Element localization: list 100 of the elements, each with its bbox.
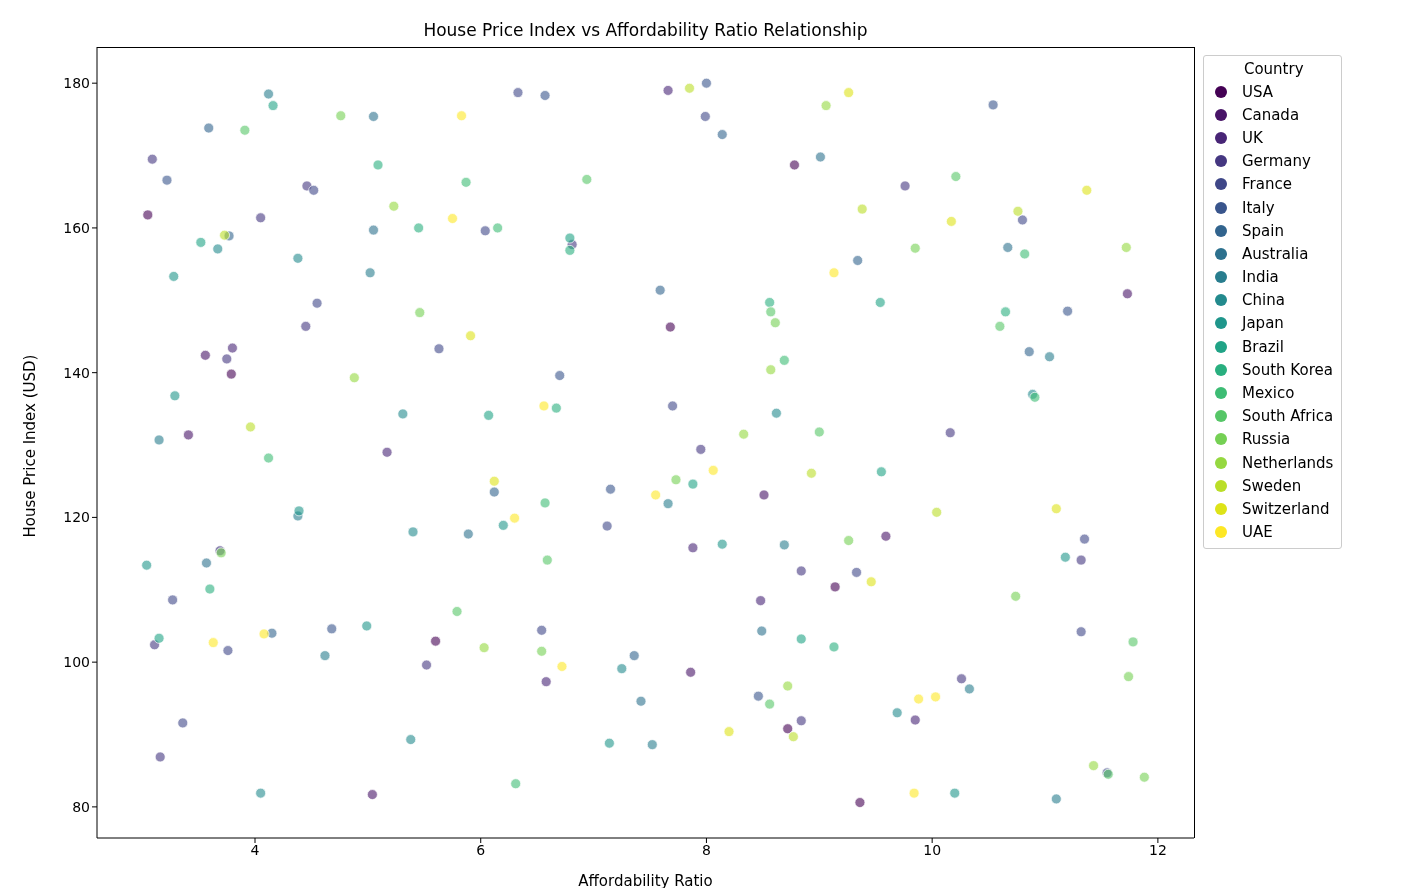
y-tick-label: 100 [63, 654, 90, 671]
legend-label: UK [1242, 128, 1263, 147]
point [1059, 551, 1071, 563]
point [451, 606, 463, 617]
point [635, 695, 647, 707]
point [266, 627, 278, 639]
legend-label: Russia [1242, 430, 1291, 449]
point [820, 100, 832, 111]
point [497, 520, 509, 531]
chart-title: House Price Index vs Affordability Ratio Relationship [422, 20, 869, 40]
point [687, 542, 699, 554]
point [177, 717, 189, 729]
point [367, 789, 378, 800]
point [874, 297, 886, 308]
point [795, 715, 807, 727]
point [843, 535, 854, 546]
point [664, 321, 676, 333]
point [913, 693, 924, 705]
point [397, 408, 409, 420]
point [1044, 351, 1055, 363]
point [183, 429, 194, 441]
point [1010, 590, 1022, 602]
point [1123, 671, 1134, 682]
legend-label: China [1242, 291, 1285, 310]
point [778, 355, 790, 366]
point [880, 530, 892, 542]
point [550, 402, 562, 414]
point [944, 427, 956, 439]
point [311, 297, 323, 309]
point [782, 680, 794, 692]
point [994, 321, 1006, 332]
point [764, 297, 775, 308]
point [755, 595, 766, 606]
point [255, 787, 266, 799]
point [1088, 760, 1099, 771]
point [203, 122, 215, 134]
y-tick-label: 180 [63, 75, 90, 92]
point [488, 486, 500, 498]
point [865, 576, 877, 588]
point [479, 225, 491, 237]
point [778, 539, 790, 551]
x-tick-label: 6 [476, 841, 486, 858]
point [460, 176, 472, 188]
point [368, 224, 379, 236]
point [540, 676, 552, 688]
point [326, 623, 338, 635]
point [200, 349, 211, 361]
point [1120, 242, 1132, 253]
point [512, 87, 524, 98]
point [695, 444, 707, 455]
point [554, 370, 566, 381]
point [430, 635, 441, 647]
point [756, 625, 768, 637]
point [364, 267, 376, 279]
point [456, 110, 467, 122]
point [465, 330, 476, 342]
point [1017, 214, 1028, 226]
point [221, 353, 233, 365]
point [909, 242, 921, 254]
point [433, 343, 445, 355]
point [699, 111, 711, 122]
point [876, 466, 887, 478]
point [1075, 554, 1087, 566]
legend-label: Germany [1242, 152, 1311, 171]
legend-label: UAE [1242, 523, 1273, 542]
point [564, 245, 576, 256]
legend-label: South Korea [1242, 360, 1333, 379]
point [414, 307, 426, 318]
point [1019, 248, 1031, 260]
point [1050, 793, 1062, 805]
point [509, 512, 520, 524]
point [815, 151, 826, 163]
point [267, 100, 279, 111]
point [716, 129, 728, 140]
point [372, 159, 384, 171]
point [670, 474, 682, 486]
point [292, 252, 304, 264]
point [541, 554, 553, 566]
point [1122, 288, 1133, 300]
legend-label: Japan [1242, 314, 1284, 333]
point [239, 124, 251, 136]
point [605, 483, 616, 495]
y-tick-label: 160 [63, 219, 90, 236]
legend-label: Switzerland [1242, 499, 1330, 518]
point [308, 184, 320, 196]
point [1012, 205, 1024, 217]
y-tick-label: 140 [63, 364, 90, 381]
point [405, 734, 417, 745]
point [601, 520, 613, 532]
point [769, 317, 781, 329]
point [361, 620, 373, 632]
point [852, 255, 864, 266]
point [539, 497, 551, 509]
point [153, 632, 165, 644]
point [319, 650, 331, 661]
point [782, 723, 794, 735]
point [167, 594, 178, 606]
x-tick-label: 8 [701, 841, 711, 858]
point [222, 645, 234, 656]
y-axis-title: House Price Index (USD) [21, 354, 40, 538]
